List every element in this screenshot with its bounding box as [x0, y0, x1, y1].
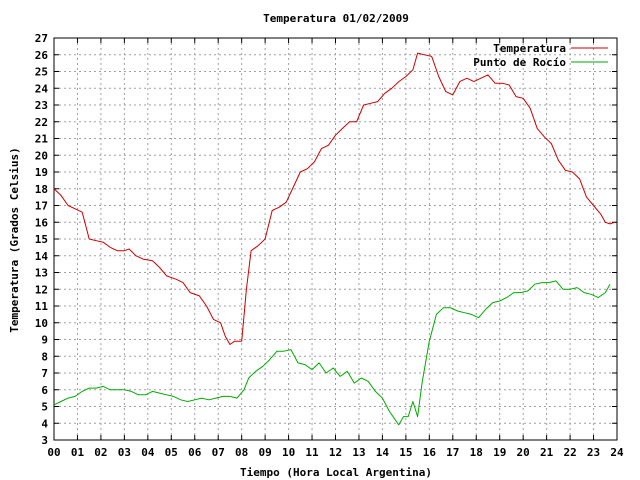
legend-label-punto-de-rocio: Punto de Rocío — [473, 56, 566, 69]
y-tick-label: 18 — [35, 183, 48, 196]
ticks-layer: 00 01 02 03 04 05 06 07 08 09 10 11 12 13 14 15 16 17 18 19… — [35, 32, 624, 459]
y-tick-label: 7 — [41, 367, 48, 380]
x-tick-label: 04 — [141, 446, 155, 459]
y-tick-label: 4 — [41, 417, 48, 430]
x-tick-label: 02 — [94, 446, 107, 459]
x-tick-label: 18 — [470, 446, 483, 459]
x-tick-label: 16 — [423, 446, 437, 459]
x-tick-label: 14 — [376, 446, 390, 459]
series-layer — [53, 52, 615, 426]
y-tick-label: 25 — [35, 66, 48, 79]
y-tick-label: 8 — [41, 350, 48, 363]
x-tick-label: 00 — [47, 446, 60, 459]
x-tick-label: 17 — [446, 446, 459, 459]
y-tick-label: 21 — [35, 133, 49, 146]
y-tick-label: 24 — [35, 82, 49, 95]
x-tick-label: 22 — [563, 446, 576, 459]
y-tick-label: 13 — [35, 267, 48, 280]
x-tick-label: 15 — [399, 446, 412, 459]
x-tick-label: 01 — [71, 446, 85, 459]
x-tick-label: 09 — [259, 446, 272, 459]
y-tick-label: 15 — [35, 233, 48, 246]
y-tick-label: 9 — [41, 334, 48, 347]
y-tick-label: 22 — [35, 116, 48, 129]
x-tick-label: 19 — [493, 446, 506, 459]
y-tick-label: 26 — [35, 49, 49, 62]
y-tick-label: 20 — [35, 149, 48, 162]
legend: Temperatura Punto de Rocío — [473, 42, 608, 69]
y-tick-label: 14 — [35, 250, 49, 263]
x-axis-label: Tiempo (Hora Local Argentina) — [240, 466, 432, 479]
x-tick-label: 21 — [540, 446, 554, 459]
x-tick-label: 03 — [118, 446, 131, 459]
x-tick-label: 11 — [305, 446, 319, 459]
x-tick-label: 05 — [165, 446, 178, 459]
x-tick-label: 24 — [610, 446, 624, 459]
y-tick-label: 10 — [35, 317, 48, 330]
y-tick-label: 27 — [35, 32, 48, 45]
y-axis-label: Temperatura (Grados Celsius) — [8, 147, 21, 332]
y-tick-label: 3 — [41, 434, 48, 447]
y-tick-label: 19 — [35, 166, 48, 179]
y-tick-label: 16 — [35, 216, 49, 229]
x-tick-label: 13 — [352, 446, 365, 459]
legend-label-temperatura: Temperatura — [493, 42, 566, 55]
x-tick-label: 10 — [282, 446, 295, 459]
y-tick-label: 6 — [41, 384, 48, 397]
chart-title: Temperatura 01/02/2009 — [263, 12, 409, 25]
series-line-temperatura — [53, 52, 615, 345]
y-tick-label: 23 — [35, 99, 48, 112]
x-tick-label: 06 — [188, 446, 202, 459]
x-tick-label: 07 — [212, 446, 225, 459]
x-tick-label: 08 — [235, 446, 248, 459]
grid-layer — [54, 38, 617, 440]
x-tick-label: 12 — [329, 446, 342, 459]
x-tick-label: 23 — [587, 446, 600, 459]
series-line-punto-de-rocio — [53, 280, 611, 426]
x-tick-label: 20 — [517, 446, 530, 459]
y-tick-label: 17 — [35, 200, 48, 213]
y-tick-label: 5 — [41, 401, 48, 414]
y-tick-label: 11 — [35, 300, 49, 313]
y-tick-label: 12 — [35, 283, 48, 296]
